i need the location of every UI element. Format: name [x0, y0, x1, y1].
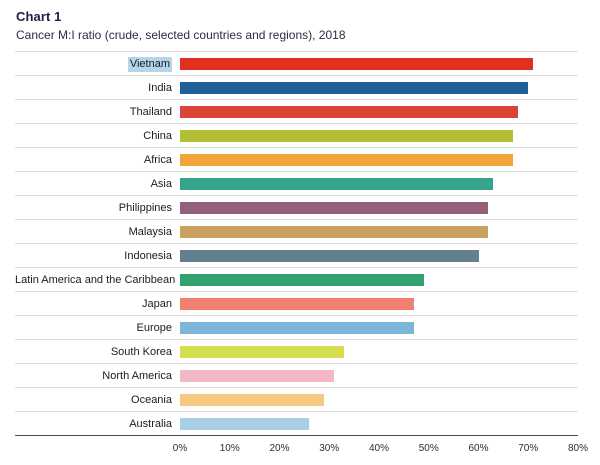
chart-row: China	[15, 124, 578, 148]
category-label: Oceania	[15, 394, 180, 406]
bar	[180, 129, 514, 142]
category-label: China	[15, 130, 180, 142]
category-label: Vietnam	[15, 56, 180, 72]
category-label-text: Africa	[143, 153, 172, 166]
category-label: South Korea	[15, 346, 180, 358]
category-label-text: Australia	[129, 417, 172, 430]
category-label-text: South Korea	[110, 345, 172, 358]
category-label: Latin America and the Caribbean	[15, 274, 180, 286]
category-label: North America	[15, 370, 180, 382]
chart-row: Africa	[15, 148, 578, 172]
chart-subtitle: Cancer M:I ratio (crude, selected countr…	[16, 28, 346, 42]
category-label: Australia	[15, 418, 180, 430]
category-label: Japan	[15, 298, 180, 310]
chart-rows: Vietnam India Thailand China Africa Asia Phili…	[15, 51, 578, 436]
bar-track	[180, 81, 578, 94]
chart-row: North America	[15, 364, 578, 388]
chart-row: Oceania	[15, 388, 578, 412]
bar	[180, 369, 335, 382]
bar-track	[180, 393, 578, 406]
bar-track	[180, 129, 578, 142]
category-label-text: Philippines	[118, 201, 172, 214]
bar	[180, 393, 325, 406]
bar-track	[180, 201, 578, 214]
x-axis: 0% 10% 20% 30% 40% 50% 60% 70% 80%	[173, 443, 588, 465]
bar-track	[180, 105, 578, 118]
category-label-text: India	[148, 81, 172, 94]
category-label: Europe	[15, 322, 180, 334]
chart-row: India	[15, 76, 578, 100]
category-label: Philippines	[15, 202, 180, 214]
chart-row: Thailand	[15, 100, 578, 124]
bar-track	[180, 417, 578, 430]
category-label: Asia	[15, 178, 180, 190]
bar	[180, 249, 479, 262]
bar-track	[180, 57, 578, 70]
bar-track	[180, 369, 578, 382]
chart-row: Japan	[15, 292, 578, 316]
bar	[180, 321, 414, 334]
category-label-text: China	[143, 129, 172, 142]
category-label: Indonesia	[15, 250, 180, 262]
category-label: Malaysia	[15, 226, 180, 238]
category-label-text: Latin America and the Caribbean	[15, 273, 176, 286]
chart-row: Latin America and the Caribbean	[15, 268, 578, 292]
bar-track	[180, 177, 578, 190]
chart-row: Vietnam	[15, 52, 578, 76]
category-label-text: Malaysia	[128, 225, 172, 238]
chart-title: Chart 1	[16, 9, 62, 24]
chart-row: Malaysia	[15, 220, 578, 244]
bar-track	[180, 321, 578, 334]
bar-track	[180, 345, 578, 358]
bar	[180, 417, 310, 430]
bar	[180, 345, 345, 358]
bar	[180, 273, 424, 286]
category-label-text: Japan	[142, 297, 172, 310]
bar	[180, 201, 489, 214]
chart-row: Indonesia	[15, 244, 578, 268]
category-label-text: Thailand	[129, 105, 172, 118]
bar	[180, 81, 529, 94]
chart-row: South Korea	[15, 340, 578, 364]
bar-track	[180, 297, 578, 310]
bar	[180, 177, 494, 190]
category-label-text: Indonesia	[124, 249, 172, 262]
bar-track	[180, 273, 578, 286]
category-label-text: Asia	[150, 177, 172, 190]
bar	[180, 57, 534, 70]
bar	[180, 105, 519, 118]
bar-track	[180, 249, 578, 262]
chart-row: Australia	[15, 412, 578, 436]
bar-chart: Vietnam India Thailand China Africa Asia Phili…	[15, 51, 588, 465]
chart-row: Europe	[15, 316, 578, 340]
category-label-text: Europe	[136, 321, 172, 334]
chart-row: Philippines	[15, 196, 578, 220]
category-label-text: Oceania	[131, 393, 172, 406]
category-label-text: Vietnam	[127, 56, 172, 72]
category-label: Africa	[15, 154, 180, 166]
bar	[180, 297, 414, 310]
bar	[180, 225, 489, 238]
chart-row: Asia	[15, 172, 578, 196]
bar	[180, 153, 514, 166]
bar-track	[180, 225, 578, 238]
category-label-text: North America	[102, 369, 172, 382]
category-label: Thailand	[15, 106, 180, 118]
bar-track	[180, 153, 578, 166]
category-label: India	[15, 82, 180, 94]
